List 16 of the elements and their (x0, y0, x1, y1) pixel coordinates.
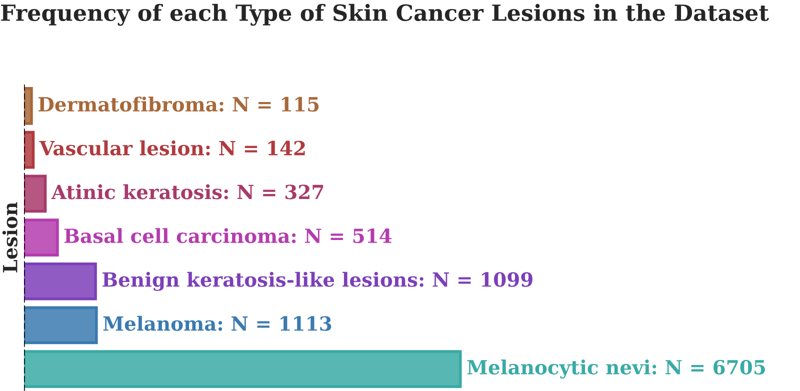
data-label: Melanoma: N = 1113 (103, 316, 332, 331)
data-label: Melanocytic nevi: N = 6705 (467, 360, 765, 379)
y-axis-title: Lesion (2, 202, 18, 272)
bar (24, 87, 33, 125)
data-label: Basal cell carcinoma: N = 514 (64, 228, 392, 244)
bar (24, 262, 97, 300)
data-label: Benign keratosis-like lesions: N = 1099 (102, 272, 532, 291)
data-label: Dermatofibroma: N = 115 (38, 96, 319, 112)
data-label: Atinic keratosis: N = 327 (51, 184, 324, 200)
bar (24, 306, 98, 344)
bar (24, 218, 59, 256)
data-label: Vascular lesion: N = 142 (39, 140, 305, 156)
bar (24, 130, 35, 169)
bar (24, 350, 462, 388)
bar (24, 174, 47, 213)
chart-title: Frequency of each Type of Skin Cancer Lesions in the Dataset (1, 4, 769, 26)
